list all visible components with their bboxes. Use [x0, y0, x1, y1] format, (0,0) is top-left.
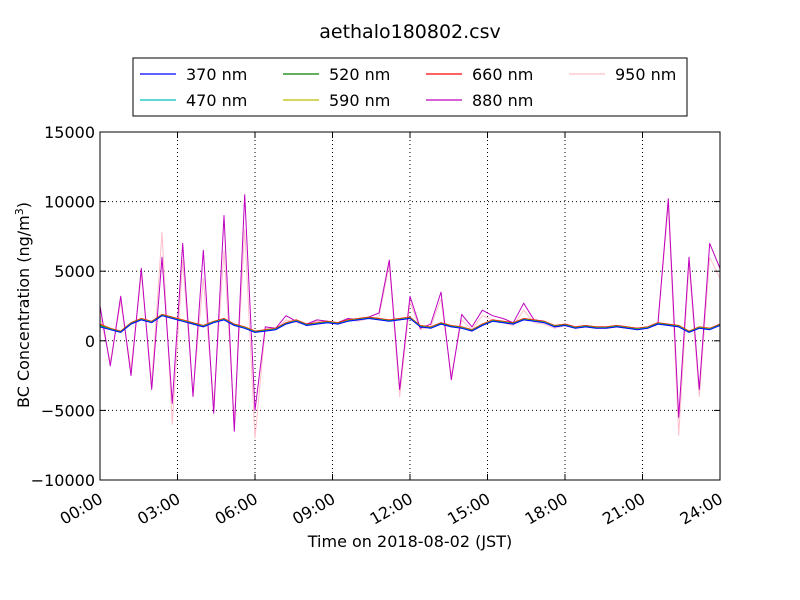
y-tick-label: 15000 [44, 123, 95, 142]
legend-label: 590 nm [329, 91, 390, 110]
x-tick-label: 18:00 [522, 489, 571, 529]
x-tick-label: 15:00 [444, 489, 493, 529]
legend: 370 nm 470 nm 520 nm 590 nm 660 nm 880 nm 950 … [132, 57, 688, 117]
chart-title: aethalo180802.csv [319, 21, 501, 43]
x-tick-label: 09:00 [289, 489, 338, 529]
plot-area: 00:00 03:00 06:00 09:00 12:00 15:00 18:00 21:00… [31, 123, 726, 529]
series-group [100, 194, 720, 439]
legend-label: 950 nm [615, 65, 676, 84]
x-tick-label: 03:00 [134, 489, 183, 529]
y-tick-label: 10000 [44, 193, 95, 212]
series-line-370-nm [100, 315, 720, 333]
legend-label: 520 nm [329, 65, 390, 84]
x-tick-label: 06:00 [212, 489, 261, 529]
x-axis-label: Time on 2018-08-02 (JST) [307, 532, 512, 551]
y-axis-label-suffix: ) [14, 202, 33, 208]
y-tick-label: −10000 [31, 471, 95, 490]
legend-label: 370 nm [186, 65, 247, 84]
y-axis-label-superscript: 3 [13, 208, 26, 215]
y-axis-label: BC Concentration (ng/m3) [13, 202, 33, 408]
y-tick-label: 5000 [54, 262, 95, 281]
x-tick-label: 24:00 [677, 489, 726, 529]
y-tick-label: 0 [85, 332, 95, 351]
y-tick-label: −5000 [41, 401, 95, 420]
legend-label: 880 nm [472, 91, 533, 110]
x-tick-label: 21:00 [599, 489, 648, 529]
legend-label: 470 nm [186, 91, 247, 110]
x-tick-label: 00:00 [57, 489, 106, 529]
legend-box [132, 57, 688, 117]
y-axis-label-main: BC Concentration (ng/m [14, 215, 33, 408]
x-tick-label: 12:00 [367, 489, 416, 529]
legend-label: 660 nm [472, 65, 533, 84]
